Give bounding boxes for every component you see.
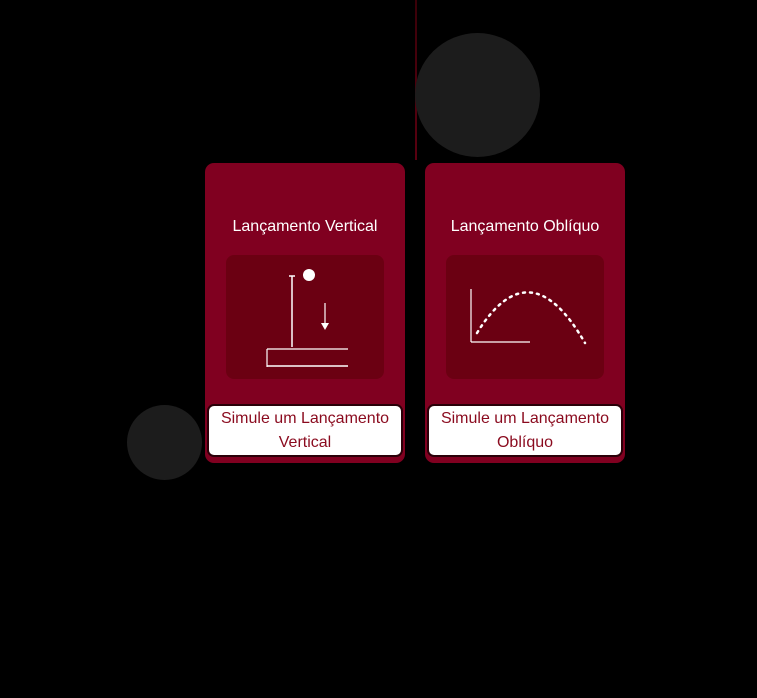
decorative-circle: [127, 405, 202, 480]
simulate-oblique-button[interactable]: Simule um Lançamento Oblíquo: [427, 404, 623, 457]
card-title: Lançamento Vertical: [232, 218, 378, 235]
oblique-launch-icon: [446, 255, 604, 379]
card-oblique-launch: Lançamento Oblíquo Simule um Lançamento …: [425, 163, 625, 463]
card-vertical-launch: Lançamento Vertical Simule um Lançamento…: [205, 163, 405, 463]
simulate-vertical-button[interactable]: Simule um Lançamento Vertical: [207, 404, 403, 457]
decorative-circle: [415, 33, 540, 157]
card-title: Lançamento Oblíquo: [450, 218, 600, 235]
vertical-launch-icon: [226, 255, 384, 379]
